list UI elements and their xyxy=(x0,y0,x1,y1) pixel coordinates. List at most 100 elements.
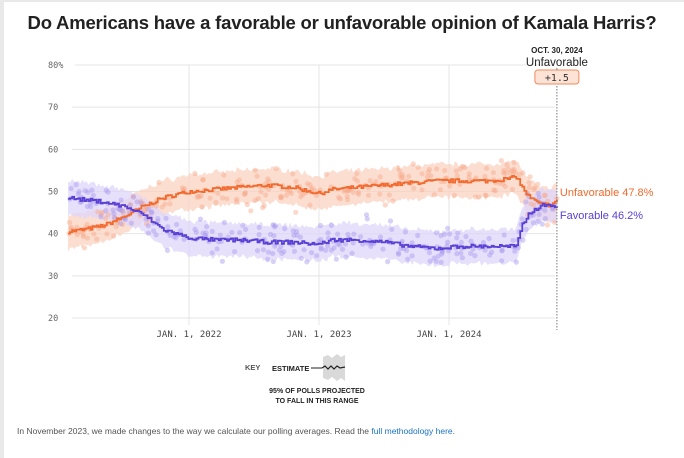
favorable-poll-dot xyxy=(88,204,94,210)
favorable-poll-dot xyxy=(270,258,276,265)
unfavorable-poll-dot xyxy=(531,186,537,192)
y-tick-label: 50 xyxy=(48,188,58,198)
favorable-poll-dot xyxy=(267,231,274,237)
unfavorable-poll-dot xyxy=(323,171,329,177)
favorable-poll-dot xyxy=(271,233,277,239)
unfavorable-poll-dot xyxy=(512,170,519,176)
favorable-poll-dot xyxy=(335,231,341,237)
y-tick-label: 60 xyxy=(48,145,58,155)
favorable-range-band xyxy=(68,178,557,268)
favorable-poll-dot xyxy=(523,199,529,205)
legend-estimate-swatch xyxy=(321,365,346,370)
favorable-poll-dot xyxy=(512,248,518,254)
favorable-poll-dot xyxy=(171,234,177,240)
favorable-poll-dot xyxy=(489,249,495,255)
favorable-poll-dot xyxy=(309,250,315,256)
favorable-poll-dot xyxy=(270,222,276,228)
unfavorable-poll-dot xyxy=(509,186,515,192)
favorable-poll-dot xyxy=(333,256,339,262)
unfavorable-poll-dot xyxy=(415,164,421,170)
favorable-poll-dot xyxy=(122,216,128,223)
favorable-poll-dot xyxy=(145,223,151,229)
favorable-poll-dot xyxy=(219,258,225,264)
favorable-poll-dot xyxy=(278,243,284,249)
favorable-poll-dot xyxy=(335,241,341,247)
favorable-poll-dot xyxy=(403,247,410,253)
favorable-poll-dot xyxy=(298,255,304,261)
favorable-poll-dot xyxy=(363,212,370,218)
unfavorable-poll-dot xyxy=(466,174,472,180)
favorable-poll-dot xyxy=(501,232,507,238)
favorable-poll-dot xyxy=(542,207,548,214)
favorable-poll-dot xyxy=(111,211,117,217)
favorable-poll-dot xyxy=(192,226,198,232)
favorable-poll-dot xyxy=(542,216,549,222)
favorable-poll-dot xyxy=(318,246,324,252)
legend-range-note-2: TO FALL IN THIS RANGE xyxy=(276,398,359,405)
unfavorable-poll-dot xyxy=(472,194,478,200)
favorable-poll-dot xyxy=(431,255,437,261)
favorable-poll-dot xyxy=(281,249,287,255)
favorable-poll-dot xyxy=(146,206,152,212)
favorable-poll-dot xyxy=(90,192,96,198)
unfavorable-poll-dot xyxy=(113,224,119,230)
favorable-poll-dot xyxy=(439,249,445,255)
unfavorable-poll-dot xyxy=(112,215,118,221)
favorable-poll-dot xyxy=(138,200,144,206)
unfavorable-poll-dot xyxy=(504,162,510,168)
favorable-poll-dot xyxy=(530,220,537,226)
favorable-poll-dot xyxy=(349,250,355,256)
favorable-poll-dot xyxy=(301,247,307,253)
favorable-poll-dot xyxy=(536,211,542,217)
unfavorable-poll-dot xyxy=(278,193,284,199)
favorable-poll-dot xyxy=(328,222,334,228)
favorable-poll-dot xyxy=(409,240,415,246)
unfavorable-poll-dot xyxy=(80,233,86,240)
unfavorable-poll-dot xyxy=(260,205,266,211)
unfavorable-poll-dot xyxy=(426,166,433,173)
favorable-poll-dot xyxy=(145,230,151,236)
unfavorable-poll-dot xyxy=(424,174,430,180)
y-tick-label: 30 xyxy=(48,272,58,282)
unfavorable-poll-dot xyxy=(457,181,463,187)
favorable-poll-dot xyxy=(499,247,505,253)
unfavorable-poll-dot xyxy=(273,166,279,172)
favorable-poll-dot xyxy=(256,224,262,230)
favorable-poll-dot xyxy=(523,226,529,232)
favorable-poll-dot xyxy=(117,207,124,213)
favorable-poll-dot xyxy=(85,189,91,195)
unfavorable-poll-dot xyxy=(120,221,126,227)
favorable-poll-dot xyxy=(128,220,134,226)
favorable-poll-dot xyxy=(438,259,444,265)
unfavorable-poll-dot xyxy=(102,215,109,222)
favorable-poll-dot xyxy=(103,208,109,214)
unfavorable-poll-dot xyxy=(336,194,342,200)
favorable-poll-dot xyxy=(229,229,235,235)
unfavorable-poll-dot xyxy=(431,192,437,198)
unfavorable-poll-dot xyxy=(337,196,343,202)
methodology-link[interactable]: full methodology here xyxy=(371,426,453,436)
unfavorable-poll-dot xyxy=(382,202,388,208)
favorable-poll-dot xyxy=(260,247,266,253)
favorable-poll-dot xyxy=(409,253,415,259)
unfavorable-poll-dot xyxy=(344,188,350,194)
favorable-poll-dot xyxy=(455,230,461,236)
unfavorable-poll-dot xyxy=(390,198,396,204)
favorable-poll-dot xyxy=(276,247,282,253)
unfavorable-poll-dot xyxy=(293,178,299,184)
unfavorable-poll-dot xyxy=(457,166,463,172)
favorable-poll-dot xyxy=(426,250,432,256)
favorable-poll-dot xyxy=(487,252,493,258)
unfavorable-poll-dot xyxy=(377,191,383,197)
unfavorable-poll-dot xyxy=(544,222,551,228)
unfavorable-poll-dot xyxy=(243,190,249,196)
unfavorable-poll-dot xyxy=(520,170,526,176)
unfavorable-poll-dot xyxy=(215,190,221,196)
legend-estimate-label: ESTIMATE xyxy=(272,364,309,373)
favorable-poll-dot xyxy=(459,255,465,261)
unfavorable-poll-dot xyxy=(287,188,293,194)
favorable-poll-dot xyxy=(279,250,285,256)
favorable-poll-dot xyxy=(105,189,111,195)
unfavorable-poll-dot xyxy=(453,168,459,174)
unfavorable-poll-dot xyxy=(261,203,267,209)
